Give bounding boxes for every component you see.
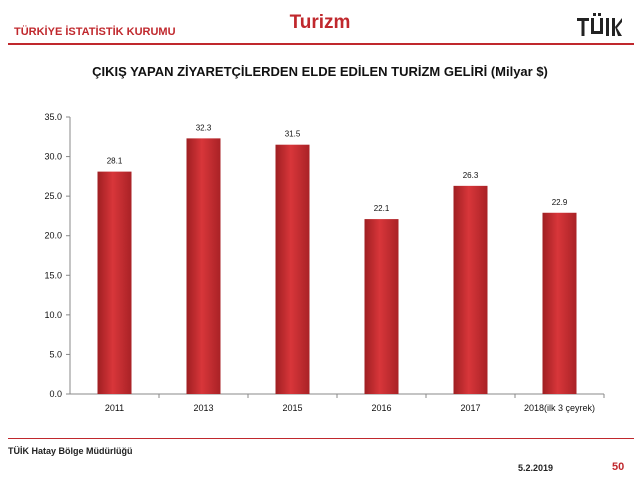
tuik-logo-icon bbox=[577, 13, 622, 36]
y-tick-label: 0.0 bbox=[49, 389, 62, 399]
x-tick-label: 2013 bbox=[193, 403, 213, 413]
y-tick-label: 10.0 bbox=[44, 310, 62, 320]
data-label: 22.1 bbox=[374, 204, 390, 213]
data-label: 22.9 bbox=[552, 198, 568, 207]
x-tick-label: 2011 bbox=[105, 403, 124, 413]
bar bbox=[186, 138, 221, 394]
header-divider bbox=[8, 43, 634, 45]
data-label: 26.3 bbox=[463, 171, 479, 180]
footer-date: 5.2.2019 bbox=[518, 463, 554, 473]
data-label: 32.3 bbox=[196, 123, 212, 132]
footer-organization: TÜİK Hatay Bölge Müdürlüğü bbox=[8, 446, 133, 456]
x-tick-label: 2017 bbox=[460, 403, 480, 413]
bar bbox=[542, 212, 577, 394]
y-tick-label: 20.0 bbox=[44, 231, 62, 241]
y-tick-label: 25.0 bbox=[44, 191, 62, 201]
x-tick-label: 2016 bbox=[371, 403, 391, 413]
chart-title: ÇIKIŞ YAPAN ZİYARETÇİLERDEN ELDE EDİLEN … bbox=[92, 64, 548, 79]
header-organization: TÜRKİYE İSTATİSTİK KURUMU bbox=[14, 26, 176, 38]
y-tick-label: 5.0 bbox=[49, 349, 62, 359]
x-tick-label: 2015 bbox=[282, 403, 302, 413]
x-tick-label: 2018(ilk 3 çeyrek) bbox=[524, 403, 595, 413]
data-label: 28.1 bbox=[107, 157, 123, 166]
footer-divider bbox=[8, 438, 634, 439]
bar bbox=[97, 171, 132, 394]
page-number: 50 bbox=[612, 461, 625, 473]
y-tick-label: 35.0 bbox=[44, 112, 62, 122]
bar bbox=[275, 144, 310, 394]
data-label: 31.5 bbox=[285, 130, 301, 139]
bar bbox=[364, 219, 399, 394]
bar bbox=[453, 185, 488, 394]
y-tick-label: 30.0 bbox=[44, 152, 62, 162]
page-title: Turizm bbox=[289, 12, 351, 33]
y-tick-label: 15.0 bbox=[44, 270, 62, 280]
